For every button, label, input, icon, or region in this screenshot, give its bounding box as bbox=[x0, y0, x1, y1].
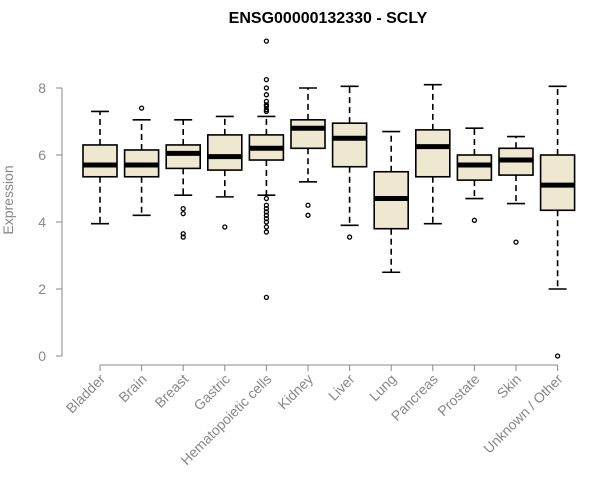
outlier-point bbox=[263, 195, 270, 202]
box-lung bbox=[373, 130, 410, 274]
y-tick-label: 8 bbox=[38, 80, 46, 96]
outlier-point bbox=[180, 205, 186, 212]
box-breast bbox=[165, 119, 201, 240]
outlier-point bbox=[180, 234, 186, 240]
axes: 0 2 4 6 8 bbox=[38, 80, 559, 371]
x-tick-label: Bladder bbox=[63, 371, 109, 417]
outlier-point bbox=[263, 108, 270, 115]
interquartile-box bbox=[290, 119, 326, 150]
y-tick-label: 0 bbox=[38, 348, 46, 364]
x-tick-label: Breast bbox=[151, 371, 191, 411]
outlier-point bbox=[263, 92, 270, 98]
outlier-point bbox=[554, 353, 561, 359]
interquartile-box bbox=[82, 144, 118, 178]
x-tick-label: Brain bbox=[115, 371, 149, 405]
outlier-point bbox=[263, 294, 270, 301]
box-prostate bbox=[456, 127, 493, 223]
y-tick-label: 4 bbox=[38, 214, 46, 230]
x-tick-label: Liver bbox=[325, 371, 358, 404]
outlier-point bbox=[263, 205, 270, 212]
outlier-point bbox=[263, 219, 270, 225]
interquartile-box bbox=[414, 129, 451, 178]
box-unknown-other bbox=[539, 85, 576, 359]
outlier-point bbox=[305, 202, 311, 208]
box-hematopoietic-cells bbox=[248, 38, 285, 301]
box-brain bbox=[123, 105, 160, 217]
y-tick-label: 2 bbox=[38, 281, 46, 297]
outlier-point bbox=[263, 38, 270, 44]
box-pancreas bbox=[414, 83, 451, 225]
outlier-point bbox=[222, 224, 228, 230]
outlier-point bbox=[263, 224, 270, 230]
box-liver bbox=[331, 85, 368, 240]
box-kidney bbox=[290, 87, 326, 218]
box-skin bbox=[498, 135, 534, 245]
x-tick-label: Lung bbox=[366, 371, 399, 404]
x-tick-label: Unknown / Other bbox=[480, 371, 566, 457]
outlier-point bbox=[263, 98, 270, 105]
outlier-point bbox=[471, 217, 478, 223]
box-bladder bbox=[82, 110, 118, 225]
interquartile-box bbox=[331, 122, 368, 168]
outlier-point bbox=[346, 234, 353, 240]
x-tick-label: Kidney bbox=[275, 371, 317, 413]
y-axis-label: Expression bbox=[0, 165, 16, 234]
outlier-point bbox=[263, 85, 270, 91]
chart-title: ENSG00000132330 - SCLY bbox=[229, 10, 428, 27]
outlier-point bbox=[263, 76, 270, 83]
outlier-point bbox=[305, 212, 311, 218]
outlier-point bbox=[263, 103, 270, 110]
x-tick-label: Skin bbox=[494, 371, 525, 402]
interquartile-box bbox=[207, 134, 243, 171]
x-tick-label: Prostate bbox=[434, 371, 482, 419]
outlier-point bbox=[513, 239, 519, 245]
box-gastric bbox=[207, 115, 243, 230]
outlier-point bbox=[138, 105, 145, 111]
outlier-point bbox=[180, 231, 186, 237]
interquartile-box bbox=[456, 154, 493, 181]
interquartile-box bbox=[539, 154, 576, 212]
outlier-point bbox=[180, 210, 186, 217]
interquartile-box bbox=[165, 144, 201, 170]
outlier-point bbox=[263, 229, 270, 235]
box-group bbox=[82, 38, 576, 359]
outlier-point bbox=[263, 212, 270, 218]
y-tick-label: 6 bbox=[38, 147, 46, 163]
